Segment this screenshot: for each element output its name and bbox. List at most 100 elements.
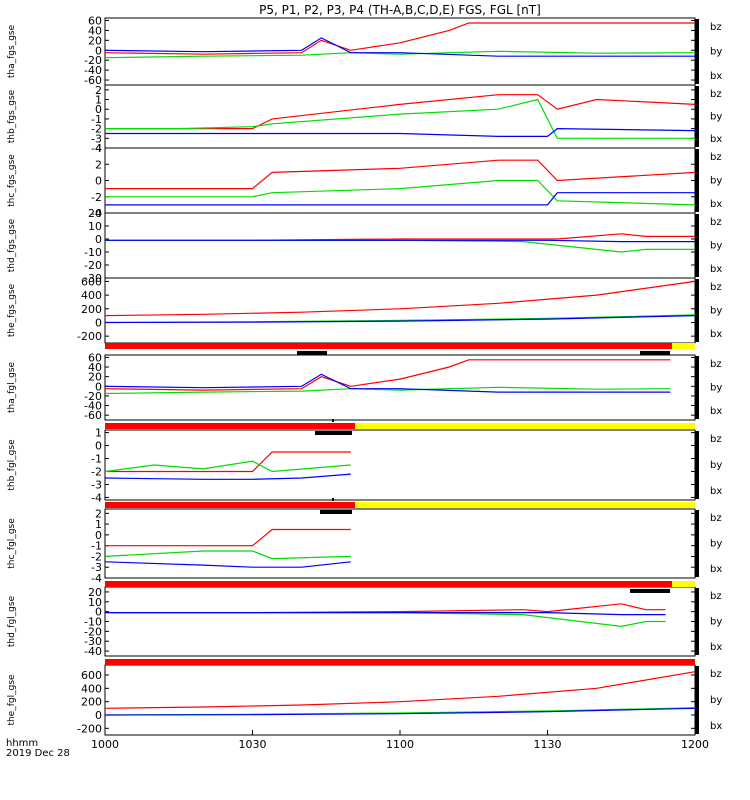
state-bar-tick xyxy=(332,419,334,422)
panel-frame xyxy=(104,212,696,279)
y-tick-label: 20 xyxy=(88,34,102,47)
y-tick-label: -4 xyxy=(91,491,102,504)
series-line-by xyxy=(105,239,695,253)
data-gap-strip xyxy=(695,431,699,499)
time-axis: 1000 1030 1100 1130 1200 xyxy=(91,730,709,751)
legend-bz: bz xyxy=(710,152,722,163)
state-bar-black xyxy=(630,589,670,593)
state-bar-black xyxy=(315,431,352,435)
series-line-bz xyxy=(104,671,696,709)
series-line-bx xyxy=(104,473,351,480)
legend-bx: bx xyxy=(710,264,722,275)
state-bar-red xyxy=(105,581,672,587)
y-tick-label: -40 xyxy=(84,645,102,658)
data-gap-strip xyxy=(695,19,699,84)
state-bar-yellow xyxy=(672,581,695,587)
state-bar-yellow xyxy=(355,502,695,508)
y-tick-label: 200 xyxy=(81,303,102,316)
panel-ylabel: thb_fgl_gse xyxy=(7,439,17,491)
legend-bz: bz xyxy=(710,217,722,228)
legend-bx: bx xyxy=(710,406,722,417)
y-tick-label: 10 xyxy=(88,220,102,233)
time-axis-label: hhmm xyxy=(6,738,38,749)
data-gap-strip xyxy=(695,510,699,577)
panel-thb_fgs_gse: thb_fgs_gse 210-1-2-3-4 bz by bx xyxy=(7,84,722,155)
y-tick-label: -30 xyxy=(84,272,102,285)
y-tick-label: 1 xyxy=(95,518,102,531)
series-line-bz xyxy=(105,94,696,130)
series-line-bx xyxy=(105,127,696,137)
y-tick-label: 20 xyxy=(88,371,102,384)
y-tick-label: 2 xyxy=(95,84,102,97)
series-line-bx xyxy=(104,315,696,324)
panel-frame xyxy=(104,147,696,214)
data-gap-strip xyxy=(695,279,699,342)
series-line-bz xyxy=(105,159,696,190)
y-tick-label: -1 xyxy=(91,453,102,466)
state-bar-red xyxy=(105,502,355,508)
date-label: 2019 Dec 28 xyxy=(6,748,70,759)
panel-ylabel: thb_fgs_gse xyxy=(7,89,17,143)
panel-thb_fgl_gse: thb_fgl_gse 10-1-2-3-4 bz by bx xyxy=(7,427,722,505)
y-tick-label: -200 xyxy=(77,330,102,343)
y-tick-label: -10 xyxy=(84,616,102,629)
panel-frame xyxy=(104,429,696,501)
state-bar-yellow xyxy=(672,343,695,349)
y-tick-label: 10 xyxy=(88,596,102,609)
y-tick-label: 60 xyxy=(88,351,102,364)
y-tick-label: 2 xyxy=(95,158,102,171)
panel-ylabel: thc_fgs_gse xyxy=(7,154,17,207)
series-line-bx xyxy=(104,707,696,716)
series-line-bz xyxy=(104,359,671,391)
legend-by: by xyxy=(710,539,722,550)
series-line-bz xyxy=(105,528,351,547)
panel-ylabel: thc_fgl_gse xyxy=(7,518,17,569)
state-bar-black xyxy=(320,510,352,514)
y-tick-label: 60 xyxy=(88,14,102,27)
series-line-bx xyxy=(105,239,695,243)
y-tick-label: 20 xyxy=(88,207,102,220)
data-gap-strip xyxy=(695,214,699,277)
series-line-bx xyxy=(104,37,695,57)
state-bar-red xyxy=(105,423,355,429)
y-tick-label: -20 xyxy=(84,259,102,272)
legend-bz: bz xyxy=(710,22,722,33)
plot-title: P5, P1, P2, P3, P4 (TH-A,B,C,D,E) FGS, F… xyxy=(259,3,541,17)
y-tick-label: 0 xyxy=(95,380,102,393)
y-tick-label: -30 xyxy=(84,635,102,648)
series-line-bx xyxy=(104,373,671,393)
x-tick-label: 1000 xyxy=(91,738,119,751)
panel-ylabel: tha_fgl_gse xyxy=(7,362,17,414)
data-gap-strip xyxy=(695,149,699,212)
y-tick-label: -4 xyxy=(91,572,102,585)
panels-group: tha_fgs_gse6040200-20-40-60bzbybxthb_fgs… xyxy=(7,14,722,736)
panel-frame xyxy=(104,277,696,344)
y-tick-label: 0 xyxy=(95,529,102,542)
legend-bz: bz xyxy=(710,434,722,445)
x-tick-label: 1130 xyxy=(534,738,562,751)
y-tick-label: -2 xyxy=(91,191,102,204)
y-tick-label: 40 xyxy=(88,361,102,374)
y-tick-label: 200 xyxy=(81,696,102,709)
series-line-bz xyxy=(104,22,695,55)
legend-bz: bz xyxy=(710,513,722,524)
legend-bx: bx xyxy=(710,71,722,82)
y-tick-label: 1 xyxy=(95,94,102,107)
legend-bz: bz xyxy=(710,89,722,100)
series-line-bx xyxy=(105,611,666,616)
legend-by: by xyxy=(710,47,722,58)
y-tick-label: -20 xyxy=(84,390,102,403)
y-tick-label: 1 xyxy=(95,427,102,440)
legend-bx: bx xyxy=(710,642,722,653)
panel-ylabel: thd_fgs_gse xyxy=(7,218,17,272)
legend-by: by xyxy=(710,617,722,628)
y-tick-label: -4 xyxy=(91,207,102,220)
y-tick-label: 400 xyxy=(81,682,102,695)
legend-bz: bz xyxy=(710,282,722,293)
state-bar xyxy=(105,343,695,355)
state-bar xyxy=(105,659,695,665)
